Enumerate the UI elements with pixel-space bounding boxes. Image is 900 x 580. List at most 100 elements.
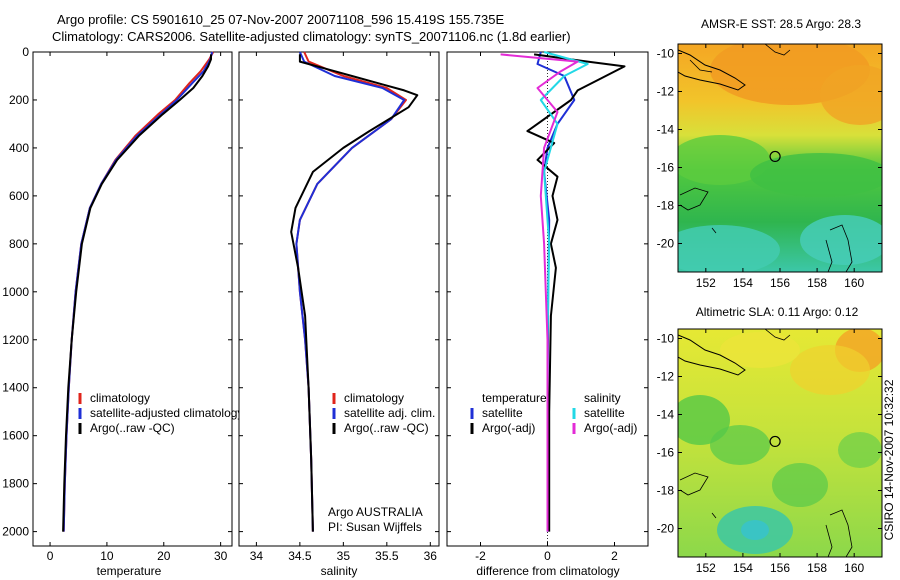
series-line-salinity-argo-adj- — [500, 53, 579, 532]
legend-label: Argo(-adj) — [584, 421, 637, 435]
coastline — [764, 329, 791, 341]
map-y-tick-label: -16 — [657, 446, 675, 460]
x-tick-label: 0 — [544, 549, 551, 563]
sst-green-patch — [678, 135, 770, 185]
temperature-panel: 0 10 20 30 0 200 400 600 800 1000 1200 1400 1600 1800… — [2, 45, 243, 578]
y-tick-label: 800 — [9, 237, 29, 251]
x-tick-label: -2 — [475, 549, 486, 563]
salinity-plot-frame — [238, 51, 440, 547]
sla-green-patch — [838, 432, 882, 468]
legend-label: temperature — [482, 391, 547, 405]
map-y-tick-label: -10 — [657, 332, 675, 346]
map-x-tick-label: 152 — [696, 561, 716, 575]
sst-map-ticks: 152 154 156 158 160 -10 -12 -14 -16 -18 -20 — [657, 44, 882, 290]
map-x-tick-label: 158 — [807, 276, 827, 290]
map-y-tick-label: -18 — [657, 484, 675, 498]
coastline — [678, 49, 746, 91]
legend-label: satellite — [482, 406, 523, 420]
sst-map-title: AMSR-E SST: 28.5 Argo: 28.3 — [701, 17, 861, 31]
reef-outline — [679, 187, 853, 272]
sst-teal-patch — [678, 225, 780, 272]
series-line-argo-raw-qc- — [290, 54, 419, 532]
coastline — [689, 44, 791, 73]
reef-outline — [679, 472, 853, 557]
difference-panel: -2 0 2 difference from climatology tempera… — [446, 51, 649, 578]
x-tick-label: 10 — [100, 549, 114, 563]
difference-series — [500, 51, 626, 532]
x-tick-label: 30 — [214, 549, 228, 563]
map-x-tick-label: 154 — [733, 561, 753, 575]
legend-label: Argo(..raw -QC) — [344, 421, 429, 435]
y-tick-label: 600 — [9, 189, 29, 203]
x-tick-label: 34.5 — [288, 549, 312, 563]
temperature-series — [62, 51, 215, 532]
y-tick-label: 1600 — [2, 429, 29, 443]
x-tick-label: 35 — [337, 549, 351, 563]
map-x-tick-label: 158 — [807, 561, 827, 575]
series-line-argo-raw-qc- — [62, 54, 212, 532]
salinity-series — [290, 51, 419, 532]
sst-teal-patch — [800, 215, 882, 265]
pi-label: PI: Susan Wijffels — [328, 520, 422, 534]
csiro-timestamp: CSIRO 14-Nov-2007 10:32:32 — [882, 379, 896, 540]
difference-legend: temperaturesatelliteArgo(-adj)salinitysa… — [470, 391, 637, 435]
sla-yellow-patch — [720, 332, 800, 368]
series-line-salinity-satellite — [539, 51, 589, 532]
sla-map-title: Altimetric SLA: 0.11 Argo: 0.12 — [696, 305, 859, 319]
temperature-plot-frame — [32, 51, 233, 547]
sla-map-ticks: 152 154 156 158 160 -10 -12 -14 -16 -18 -20 — [657, 329, 882, 575]
y-tick-label: 0 — [22, 45, 29, 59]
figure-title-line1: Argo profile: CS 5901610_25 07-Nov-2007 … — [57, 12, 505, 27]
series-line-temperature-argo-adj- — [526, 53, 626, 532]
map-x-tick-label: 156 — [770, 561, 790, 575]
legend-label: Argo(..raw -QC) — [90, 421, 175, 435]
sla-green-patch — [772, 463, 828, 507]
coastline — [678, 334, 746, 376]
salinity-ticks: 34 34.5 35 35.5 36 — [239, 51, 439, 563]
sla-yellow-patch — [790, 345, 870, 395]
map-y-tick-label: -16 — [657, 161, 675, 175]
y-tick-label: 1200 — [2, 333, 29, 347]
sla-teal-center — [741, 520, 769, 540]
difference-ticks: -2 0 2 — [447, 51, 648, 563]
x-tick-label: 35.5 — [375, 549, 399, 563]
map-y-tick-label: -20 — [657, 237, 675, 251]
sla-map-panel: Altimetric SLA: 0.11 Argo: 0.12 152 154 15… — [657, 305, 883, 575]
legend-label: climatology — [90, 391, 150, 405]
x-tick-label: 34 — [250, 549, 264, 563]
legend-label: satellite-adjusted climatology — [90, 406, 243, 420]
legend-label: climatology — [344, 391, 404, 405]
map-y-tick-label: -14 — [657, 123, 675, 137]
y-tick-label: 1400 — [2, 381, 29, 395]
argo-australia-label: Argo AUSTRALIA — [328, 505, 423, 519]
map-y-tick-label: -14 — [657, 408, 675, 422]
map-y-tick-label: -18 — [657, 199, 675, 213]
figure-title-line2: Climatology: CARS2006. Satellite-adjuste… — [52, 29, 571, 44]
argo-float-marker — [769, 435, 781, 448]
legend-label: satellite adj. clim. — [344, 406, 435, 420]
sst-green-patch — [750, 153, 882, 197]
sst-warm-patch — [820, 65, 882, 125]
argo-float-marker — [769, 150, 781, 163]
x-tick-label: 36 — [424, 549, 438, 563]
legend-label: satellite — [584, 406, 625, 420]
map-y-tick-label: -10 — [657, 47, 675, 61]
y-tick-label: 2000 — [2, 525, 29, 539]
map-x-tick-label: 160 — [844, 276, 864, 290]
legend-label: Argo(-adj) — [482, 421, 535, 435]
y-tick-label: 200 — [9, 93, 29, 107]
temperature-xlabel: temperature — [97, 564, 162, 578]
sla-green-patch — [710, 425, 770, 465]
salinity-xlabel: salinity — [321, 564, 358, 578]
map-x-tick-label: 152 — [696, 276, 716, 290]
map-y-tick-label: -12 — [657, 370, 675, 384]
x-tick-label: 20 — [157, 549, 171, 563]
y-tick-label: 1800 — [2, 477, 29, 491]
map-x-tick-label: 156 — [770, 276, 790, 290]
temperature-ticks: 0 10 20 30 0 200 400 600 800 1000 1200 1400 1600 1800… — [2, 45, 232, 563]
map-y-tick-label: -12 — [657, 85, 675, 99]
map-y-tick-label: -20 — [657, 522, 675, 536]
